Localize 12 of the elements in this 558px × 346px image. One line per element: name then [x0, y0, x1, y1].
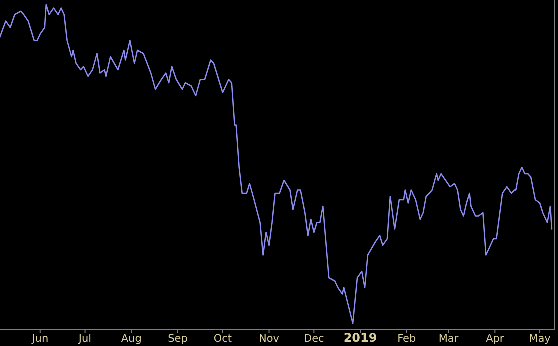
x-tick-label: Nov	[259, 333, 280, 345]
x-tick-label: Aug	[121, 333, 142, 345]
x-tick-label: Feb	[398, 333, 417, 345]
x-tick-label: Jul	[78, 333, 92, 345]
x-tick-label: Oct	[214, 333, 232, 345]
x-tick-label: Dec	[304, 333, 325, 345]
x-tick-label: May	[529, 333, 551, 345]
x-tick-label: Mar	[438, 333, 460, 345]
x-tick-label: Jun	[31, 333, 49, 345]
x-tick-label: Apr	[486, 333, 505, 345]
x-tick-label: Sep	[168, 333, 188, 345]
x-tick-label: 2019	[344, 331, 378, 345]
